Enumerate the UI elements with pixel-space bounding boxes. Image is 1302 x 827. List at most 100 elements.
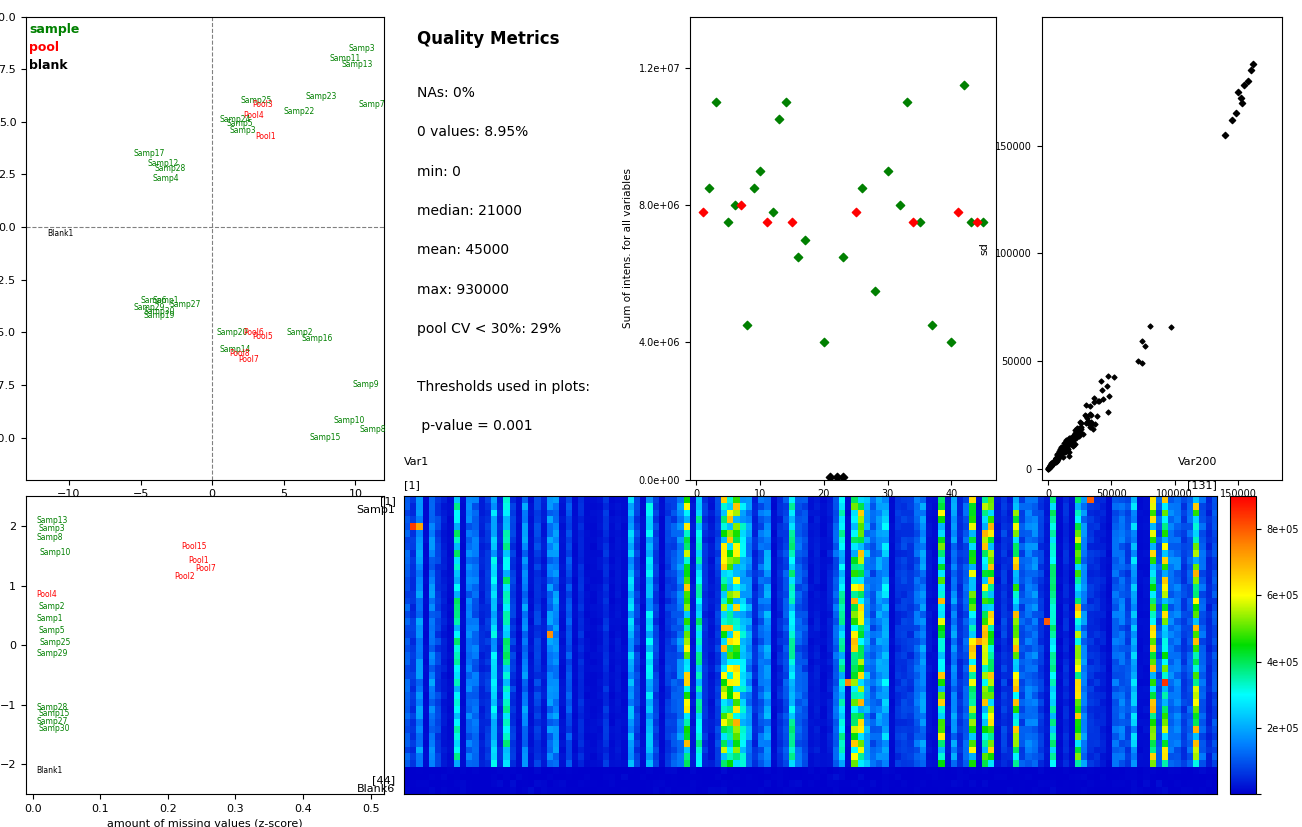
Point: [1044, 454, 1065, 467]
Point: [1079, 399, 1100, 413]
Text: Samp10: Samp10: [39, 548, 70, 557]
Point: [1064, 432, 1085, 445]
Text: Blank6: Blank6: [357, 784, 396, 794]
Point: [1040, 460, 1061, 473]
Point: [1066, 427, 1087, 440]
Point: [1055, 440, 1075, 453]
Point: [1134, 339, 1155, 352]
Point: [1049, 448, 1070, 461]
Text: Samp25: Samp25: [241, 96, 272, 105]
Point: [1046, 452, 1066, 465]
Point: [1043, 456, 1064, 469]
Point: [1056, 444, 1077, 457]
Point: [1052, 443, 1073, 457]
Point: [833, 250, 854, 263]
Point: [1062, 432, 1083, 445]
Point: [1051, 445, 1072, 458]
Text: mean: 45000: mean: 45000: [417, 243, 509, 257]
Point: [693, 205, 713, 218]
Point: [1043, 454, 1064, 467]
Point: [1065, 428, 1086, 442]
Point: [1099, 390, 1120, 403]
Point: [1059, 436, 1079, 449]
Point: [706, 96, 727, 109]
Point: [1051, 447, 1072, 460]
Point: [1044, 456, 1065, 469]
Point: [1047, 447, 1068, 461]
Text: pool: pool: [29, 41, 59, 55]
Point: [1042, 457, 1062, 471]
Point: [1238, 74, 1259, 88]
Point: [1047, 452, 1068, 465]
Point: [1048, 451, 1069, 464]
Point: [1075, 417, 1096, 430]
Point: [1056, 433, 1077, 447]
X-axis label: injection order: injection order: [802, 505, 884, 515]
Point: [1039, 461, 1060, 474]
Y-axis label: sd: sd: [979, 241, 990, 255]
Point: [1038, 461, 1059, 475]
Point: [1046, 451, 1066, 464]
Text: Samp20: Samp20: [216, 327, 247, 337]
Text: Samp28: Samp28: [155, 164, 186, 173]
Point: [1048, 447, 1069, 461]
Point: [1040, 459, 1061, 472]
Point: [902, 216, 923, 229]
Text: pool CV < 30%: 29%: pool CV < 30%: 29%: [417, 323, 561, 337]
Point: [1047, 454, 1068, 467]
Text: NAs: 0%: NAs: 0%: [417, 86, 475, 100]
Point: [1064, 427, 1085, 440]
Point: [1049, 444, 1070, 457]
Point: [833, 471, 854, 484]
Point: [1060, 432, 1081, 445]
Point: [1047, 452, 1068, 466]
Text: Samp15: Samp15: [310, 433, 341, 442]
Point: [896, 96, 917, 109]
Point: [1049, 448, 1070, 461]
Point: [1075, 399, 1096, 412]
Point: [966, 216, 987, 229]
Point: [1053, 443, 1074, 457]
Point: [1083, 395, 1104, 409]
Point: [1055, 445, 1075, 458]
Text: Pool1: Pool1: [255, 132, 276, 141]
Text: [1]: [1]: [380, 496, 396, 506]
Point: [1039, 460, 1060, 473]
Text: [131]: [131]: [1187, 480, 1217, 490]
Point: [1049, 450, 1070, 463]
Point: [1061, 432, 1082, 445]
Text: Pool3: Pool3: [253, 100, 273, 109]
Point: [1049, 449, 1070, 462]
Point: [1088, 394, 1109, 408]
Text: max: 930000: max: 930000: [417, 283, 509, 297]
Point: [1066, 423, 1087, 437]
Point: [1042, 457, 1062, 470]
Point: [1077, 412, 1098, 425]
Point: [1051, 447, 1072, 460]
Point: [1079, 408, 1100, 421]
Point: [1059, 432, 1079, 445]
Point: [891, 198, 911, 212]
Point: [1082, 423, 1103, 436]
Point: [1048, 451, 1069, 464]
Point: [1081, 415, 1101, 428]
Text: Samp9: Samp9: [353, 380, 379, 390]
Point: [1043, 455, 1064, 468]
Point: [794, 233, 815, 246]
Point: [1039, 461, 1060, 474]
Point: [1040, 459, 1061, 472]
Point: [1044, 453, 1065, 466]
Point: [1047, 452, 1068, 465]
Point: [941, 336, 962, 349]
Point: [1057, 437, 1078, 450]
Point: [1047, 449, 1068, 462]
Text: Samp19: Samp19: [143, 311, 174, 320]
Text: [1]: [1]: [404, 480, 419, 490]
Text: 0 values: 8.95%: 0 values: 8.95%: [417, 126, 529, 140]
Point: [1049, 442, 1070, 456]
Point: [1065, 431, 1086, 444]
Text: median: 21000: median: 21000: [417, 204, 522, 218]
Point: [1052, 451, 1073, 464]
Point: [1059, 449, 1079, 462]
Point: [1048, 451, 1069, 464]
